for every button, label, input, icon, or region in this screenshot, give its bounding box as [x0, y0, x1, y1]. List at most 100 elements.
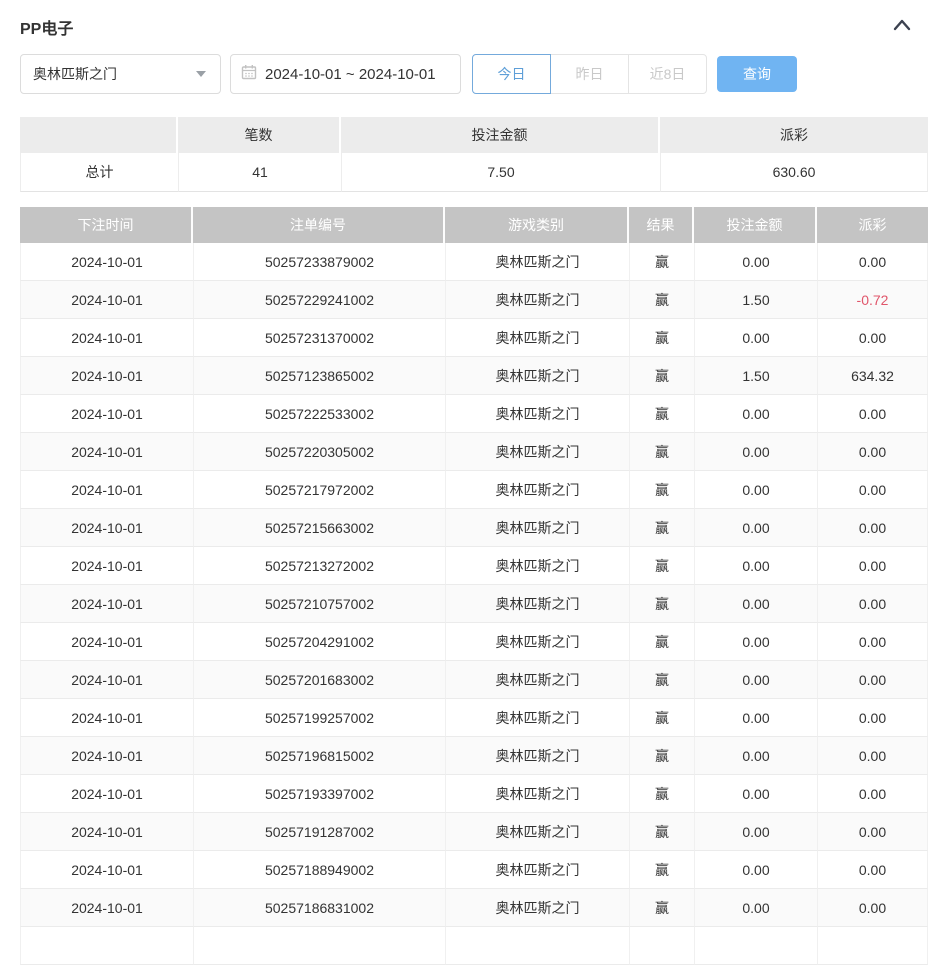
cell-bet-time: 2024-10-01 [20, 661, 193, 699]
cell-payout: 0.00 [817, 775, 928, 813]
cell-game-type: 奥林匹斯之门 [445, 661, 629, 699]
summary-header-count: 笔数 [178, 117, 341, 153]
cell-bet-id: 50257220305002 [193, 433, 445, 471]
game-select-value: 奥林匹斯之门 [33, 66, 117, 82]
cell-game-type: 奥林匹斯之门 [445, 775, 629, 813]
cell-payout [817, 927, 928, 965]
table-row: 2024-10-01 50257213272002 奥林匹斯之门 赢 0.00 … [20, 547, 928, 585]
cell-payout: 0.00 [817, 243, 928, 281]
cell-bet-id: 50257193397002 [193, 775, 445, 813]
cell-bet-time: 2024-10-01 [20, 775, 193, 813]
table-row: 2024-10-01 50257188949002 奥林匹斯之门 赢 0.00 … [20, 851, 928, 889]
cell-bet-amount: 0.00 [694, 737, 817, 775]
cell-bet-amount: 0.00 [694, 243, 817, 281]
table-row: 2024-10-01 50257123865002 奥林匹斯之门 赢 1.50 … [20, 357, 928, 395]
summary-total-count: 41 [178, 153, 341, 192]
cell-bet-time: 2024-10-01 [20, 813, 193, 851]
cell-bet-id: 50257188949002 [193, 851, 445, 889]
cell-bet-amount: 0.00 [694, 699, 817, 737]
cell-bet-id: 50257196815002 [193, 737, 445, 775]
cell-result: 赢 [629, 851, 694, 889]
cell-bet-time: 2024-10-01 [20, 699, 193, 737]
cell-game-type: 奥林匹斯之门 [445, 471, 629, 509]
cell-game-type [445, 927, 629, 965]
cell-bet-amount: 0.00 [694, 471, 817, 509]
cell-bet-time: 2024-10-01 [20, 889, 193, 927]
search-button[interactable]: 查询 [717, 56, 797, 92]
cell-bet-id: 50257210757002 [193, 585, 445, 623]
table-row: 2024-10-01 50257217972002 奥林匹斯之门 赢 0.00 … [20, 471, 928, 509]
cell-payout: 0.00 [817, 585, 928, 623]
cell-result: 赢 [629, 319, 694, 357]
table-row: 2024-10-01 50257193397002 奥林匹斯之门 赢 0.00 … [20, 775, 928, 813]
summary-header-bet-amount: 投注金额 [341, 117, 660, 153]
cell-bet-amount: 0.00 [694, 623, 817, 661]
table-row: 2024-10-01 50257191287002 奥林匹斯之门 赢 0.00 … [20, 813, 928, 851]
cell-bet-id: 50257204291002 [193, 623, 445, 661]
table-row: 2024-10-01 50257204291002 奥林匹斯之门 赢 0.00 … [20, 623, 928, 661]
table-row: 2024-10-01 50257215663002 奥林匹斯之门 赢 0.00 … [20, 509, 928, 547]
cell-result: 赢 [629, 585, 694, 623]
cell-result: 赢 [629, 775, 694, 813]
cell-bet-amount: 0.00 [694, 395, 817, 433]
table-row: 2024-10-01 50257201683002 奥林匹斯之门 赢 0.00 … [20, 661, 928, 699]
cell-game-type: 奥林匹斯之门 [445, 319, 629, 357]
cell-result: 赢 [629, 433, 694, 471]
page-title: PP电子 [20, 21, 74, 38]
col-header-bet-amount: 投注金额 [694, 207, 817, 243]
cell-payout: -0.72 [817, 281, 928, 319]
cell-result: 赢 [629, 509, 694, 547]
cell-bet-amount: 0.00 [694, 319, 817, 357]
table-row: 2024-10-01 50257233879002 奥林匹斯之门 赢 0.00 … [20, 243, 928, 281]
bets-header-row: 下注时间 注单编号 游戏类别 结果 投注金额 派彩 [20, 207, 928, 243]
cell-result: 赢 [629, 661, 694, 699]
table-row: 2024-10-01 50257231370002 奥林匹斯之门 赢 0.00 … [20, 319, 928, 357]
cell-bet-amount: 1.50 [694, 281, 817, 319]
cell-game-type: 奥林匹斯之门 [445, 699, 629, 737]
cell-game-type: 奥林匹斯之门 [445, 737, 629, 775]
cell-bet-amount: 0.00 [694, 433, 817, 471]
today-button[interactable]: 今日 [472, 54, 551, 94]
cell-bet-time: 2024-10-01 [20, 243, 193, 281]
chevron-up-icon [892, 18, 912, 37]
date-range-value: 2024-10-01 ~ 2024-10-01 [265, 65, 436, 83]
date-range-input[interactable]: 2024-10-01 ~ 2024-10-01 [230, 54, 461, 94]
last-8-days-button[interactable]: 近8日 [628, 54, 707, 94]
cell-bet-id: 50257191287002 [193, 813, 445, 851]
cell-result: 赢 [629, 395, 694, 433]
cell-bet-amount: 0.00 [694, 661, 817, 699]
table-row: 2024-10-01 50257229241002 奥林匹斯之门 赢 1.50 … [20, 281, 928, 319]
cell-game-type: 奥林匹斯之门 [445, 889, 629, 927]
cell-result: 赢 [629, 699, 694, 737]
cell-payout: 0.00 [817, 889, 928, 927]
cell-result: 赢 [629, 547, 694, 585]
cell-result: 赢 [629, 281, 694, 319]
col-header-game-type: 游戏类别 [445, 207, 629, 243]
yesterday-button[interactable]: 昨日 [550, 54, 629, 94]
cell-result: 赢 [629, 471, 694, 509]
cell-bet-time: 2024-10-01 [20, 281, 193, 319]
cell-bet-time: 2024-10-01 [20, 509, 193, 547]
cell-bet-amount: 0.00 [694, 585, 817, 623]
summary-total-payout: 630.60 [660, 153, 928, 192]
collapse-panel-button[interactable] [890, 15, 914, 39]
table-row: 2024-10-01 50257220305002 奥林匹斯之门 赢 0.00 … [20, 433, 928, 471]
cell-game-type: 奥林匹斯之门 [445, 547, 629, 585]
cell-payout: 634.32 [817, 357, 928, 395]
cell-bet-time: 2024-10-01 [20, 585, 193, 623]
table-row: 2024-10-01 50257196815002 奥林匹斯之门 赢 0.00 … [20, 737, 928, 775]
cell-bet-amount: 0.00 [694, 813, 817, 851]
cell-result [629, 927, 694, 965]
game-select[interactable]: 奥林匹斯之门 [20, 54, 221, 94]
cell-bet-id: 50257186831002 [193, 889, 445, 927]
bets-table: 下注时间 注单编号 游戏类别 结果 投注金额 派彩 2024-10-01 502… [20, 207, 928, 965]
cell-game-type: 奥林匹斯之门 [445, 623, 629, 661]
summary-header-row: 笔数 投注金额 派彩 [20, 117, 928, 153]
cell-bet-id: 50257222533002 [193, 395, 445, 433]
cell-game-type: 奥林匹斯之门 [445, 395, 629, 433]
table-row: 2024-10-01 50257186831002 奥林匹斯之门 赢 0.00 … [20, 889, 928, 927]
summary-table: 笔数 投注金额 派彩 总计 41 7.50 630.60 [20, 117, 928, 192]
table-row: 2024-10-01 50257210757002 奥林匹斯之门 赢 0.00 … [20, 585, 928, 623]
cell-game-type: 奥林匹斯之门 [445, 357, 629, 395]
